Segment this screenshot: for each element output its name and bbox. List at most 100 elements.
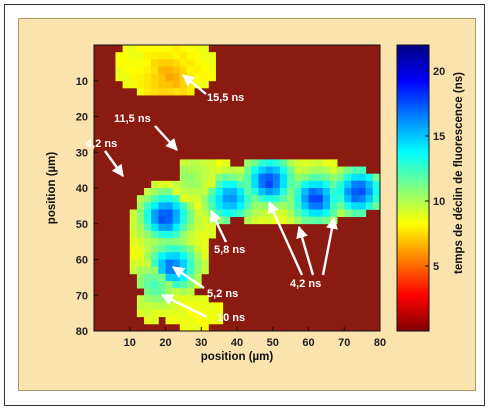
heatmap-cell [129, 73, 138, 82]
heatmap-cell [158, 266, 166, 275]
heatmap-cell [244, 180, 252, 189]
heatmap-cell [151, 230, 159, 239]
heatmap-cell [194, 59, 202, 67]
heatmap-cell [158, 238, 166, 246]
heatmap-cell [136, 87, 145, 96]
heatmap-cell [172, 280, 181, 289]
heatmap-cell [337, 195, 345, 203]
heatmap-cell [287, 216, 295, 225]
heatmap-cell [186, 316, 195, 325]
heatmap-cell [351, 188, 359, 196]
heatmap-cells [115, 45, 381, 332]
annotation-arrow [182, 74, 207, 95]
heatmap-cell [151, 316, 159, 325]
heatmap-cell [144, 195, 152, 203]
heatmap-cell [136, 66, 145, 74]
heatmap-cell [136, 45, 145, 53]
heatmap-cell [158, 216, 166, 225]
heatmap-cell [194, 245, 202, 253]
heatmap-cell [136, 266, 145, 275]
heatmap-cell [115, 59, 123, 67]
heatmap-cell [194, 238, 202, 246]
heatmap-cell [237, 166, 245, 175]
x-tick-label: 10 [124, 337, 136, 349]
heatmap-cell [229, 180, 238, 189]
x-tick-label: 80 [374, 337, 386, 349]
heatmap-cell [194, 166, 202, 175]
heatmap-cell [122, 59, 131, 67]
heatmap-cell [222, 195, 231, 203]
heatmap-cell [194, 173, 202, 182]
heatmap-cell [258, 180, 266, 189]
heatmap-cell [158, 230, 166, 239]
heatmap-cell [151, 59, 159, 67]
heatmap-cell [186, 195, 195, 203]
heatmap-cell [158, 180, 166, 189]
heatmap-cell [172, 259, 181, 268]
heatmap-cell [351, 202, 359, 210]
heatmap-cell [165, 87, 174, 96]
heatmap-cell [308, 159, 317, 167]
heatmap-cell [179, 173, 188, 182]
heatmap-cell [237, 202, 245, 210]
heatmap-cell [158, 66, 166, 74]
heatmap-cell [337, 209, 345, 217]
heatmap-cell [115, 73, 123, 82]
heatmap-cell [201, 309, 209, 318]
heatmap-cell [144, 238, 152, 246]
heatmap-cell [144, 87, 152, 96]
heatmap-cell [194, 180, 202, 189]
heatmap-cell [179, 252, 188, 260]
heatmap-cell [165, 73, 174, 82]
heatmap-cell [251, 188, 259, 196]
heatmap-cell [172, 188, 181, 196]
heatmap-cell [172, 195, 181, 203]
heatmap-cell [208, 59, 216, 67]
heatmap-cell [344, 209, 352, 217]
heatmap-plot-area [93, 44, 381, 332]
heatmap-cell [122, 52, 131, 60]
heatmap-cell [172, 302, 181, 310]
heatmap-cell [186, 52, 195, 60]
heatmap-cell [165, 223, 174, 232]
heatmap-cell [172, 238, 181, 246]
heatmap-cell [151, 202, 159, 210]
heatmap-cell [351, 166, 359, 175]
heatmap-cell [151, 216, 159, 225]
heatmap-cell [244, 195, 252, 203]
heatmap-cell [186, 87, 195, 96]
heatmap-cell [186, 252, 195, 260]
heatmap-cell [308, 195, 317, 203]
heatmap-cell [294, 195, 302, 203]
heatmap-cell [151, 238, 159, 246]
heatmap-cell [144, 259, 152, 268]
heatmap-cell [201, 238, 209, 246]
heatmap-cell [172, 209, 181, 217]
heatmap-cell [201, 202, 209, 210]
heatmap-cell [179, 202, 188, 210]
heatmap-cell [194, 230, 202, 239]
heatmap-cell [322, 188, 331, 196]
heatmap-cell [122, 66, 131, 74]
heatmap-cell [172, 52, 181, 60]
heatmap-cell [294, 188, 302, 196]
heatmap-cell [201, 209, 209, 217]
heatmap-cell [144, 316, 152, 325]
heatmap-cell [222, 166, 231, 175]
heatmap-cell [136, 202, 145, 210]
heatmap-cell [129, 259, 138, 268]
colorbar-tick-label: 20 [433, 66, 445, 78]
heatmap-cell [272, 188, 281, 196]
heatmap-cell [194, 73, 202, 82]
heatmap-cell [115, 66, 123, 74]
heatmap-cell [258, 173, 266, 182]
heatmap-cell [122, 80, 131, 89]
heatmap-cell [179, 180, 188, 189]
heatmap-cell [229, 195, 238, 203]
heatmap-cell [158, 209, 166, 217]
heatmap-cell [144, 52, 152, 60]
heatmap-cell [258, 209, 266, 217]
heatmap-cell [165, 280, 174, 289]
heatmap-cell [201, 195, 209, 203]
heatmap-cell [151, 52, 159, 60]
